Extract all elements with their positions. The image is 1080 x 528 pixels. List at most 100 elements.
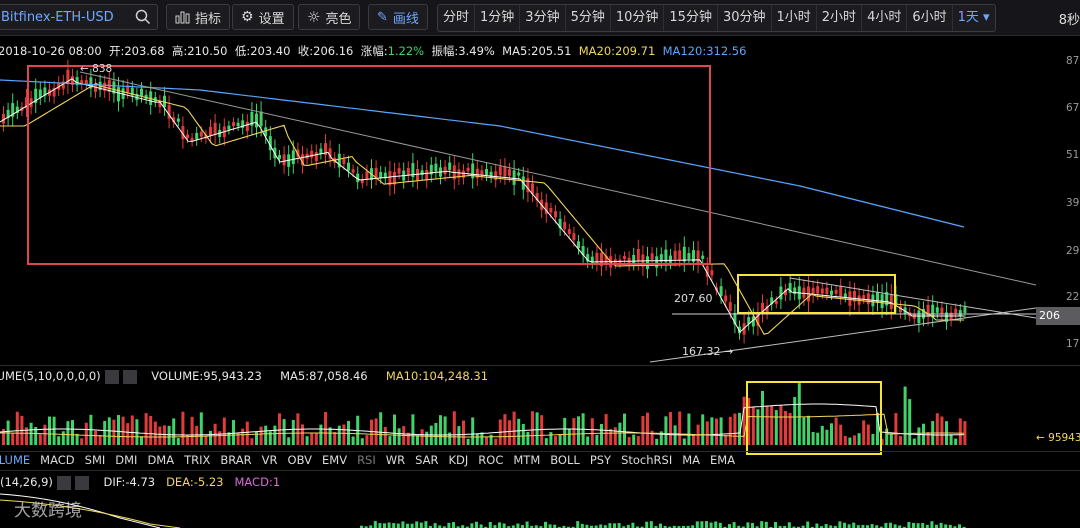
indicator-tab-emv[interactable]: EMV (322, 453, 348, 467)
macd-bar (944, 524, 948, 528)
macd-bar (613, 523, 616, 528)
macd-bar (958, 524, 961, 528)
indicator-tab-psy[interactable]: PSY (589, 453, 612, 467)
indicator-tab-rsi[interactable]: RSI (357, 453, 376, 467)
indicator-tab-smi[interactable]: SMI (84, 453, 106, 467)
indicator-tab-mtm[interactable]: MTM (513, 453, 541, 467)
candle-body (508, 169, 511, 176)
candle-body (636, 248, 640, 262)
macd-dif: DIF:-4.73 (103, 475, 156, 489)
indicator-tab-obv[interactable]: OBV (287, 453, 312, 467)
candle-body (774, 300, 778, 304)
indicator-tab-dma[interactable]: DMA (147, 453, 175, 467)
indicator-tab-wr[interactable]: WR (385, 453, 406, 467)
volume-bar (595, 434, 599, 445)
candle-body (89, 77, 93, 89)
macd-bar (912, 522, 915, 528)
volume-bar (627, 437, 631, 445)
macd-bar (741, 526, 745, 528)
indicator-tab-stochrsi[interactable]: StochRSI (621, 453, 673, 467)
volume-bar (15, 411, 19, 445)
draw-button[interactable]: ✎ 画线 (368, 4, 428, 30)
volume-bar (236, 432, 240, 445)
indicator-tab-sar[interactable]: SAR (415, 453, 439, 467)
candle-body (820, 288, 824, 294)
candle-body (590, 256, 594, 263)
candle-body (301, 154, 304, 166)
timeframe-7[interactable]: 1小时 (772, 5, 817, 31)
candle-body (347, 162, 350, 171)
timeframe-11[interactable]: 1天 ▾ (957, 10, 990, 25)
settings-icon[interactable] (56, 475, 71, 490)
theme-button[interactable]: ☼ 亮色 (298, 4, 361, 30)
volume-bar (811, 432, 815, 445)
search-icon[interactable] (135, 9, 151, 25)
timeframe-9[interactable]: 4小时 (862, 5, 908, 31)
volume-bar (650, 430, 654, 445)
macd-bar (755, 526, 759, 528)
timeframe-5[interactable]: 15分钟 (664, 5, 718, 31)
volume-bar (894, 413, 898, 445)
timeframe-3[interactable]: 5分钟 (566, 5, 611, 31)
settings-icon[interactable] (104, 369, 119, 384)
timeframe-1[interactable]: 1分钟 (475, 5, 521, 31)
macd-bar (488, 522, 492, 528)
indicator-tab-boll[interactable]: BOLL (550, 453, 580, 467)
macd-bar (856, 525, 860, 528)
indicator-tab-ema[interactable]: EMA (710, 453, 736, 467)
timeframe-4[interactable]: 10分钟 (611, 5, 665, 31)
candle-body (770, 297, 774, 305)
timeframe-10[interactable]: 6小时 (907, 5, 953, 31)
volume-bar (724, 435, 728, 445)
volume-bar (747, 397, 751, 445)
volume-bar (866, 424, 870, 445)
volume-bar (655, 438, 659, 445)
candle-body (669, 255, 672, 263)
macd-bar (410, 523, 414, 528)
candle-body (572, 233, 576, 241)
close-icon[interactable] (122, 369, 137, 384)
settings-button[interactable]: ⚙ 设置 (232, 4, 294, 30)
macd-bar (484, 526, 488, 528)
candle-body (728, 302, 732, 312)
volume-bar (600, 423, 603, 445)
indicator-tab-dmi[interactable]: DMI (115, 453, 138, 467)
indicator-tab-roc[interactable]: ROC (478, 453, 504, 467)
macd-bar (746, 522, 750, 528)
volume-bar (705, 421, 709, 445)
volume-bar (701, 414, 705, 445)
macd-bar (677, 526, 681, 528)
volume-bar (770, 405, 774, 445)
volume-bar (351, 436, 355, 445)
indicator-tab-vr[interactable]: VR (261, 453, 278, 467)
macd-bar (456, 526, 460, 528)
volume-bar (733, 413, 737, 445)
indicator-button[interactable]: 指标 (166, 4, 231, 30)
highlight-box-yellow (746, 381, 882, 455)
volume-bar (383, 426, 387, 445)
timeframe-2[interactable]: 3分钟 (520, 5, 566, 31)
macd-bar (507, 526, 511, 528)
symbol-selector[interactable]: Bitfinex-ETH-USD (0, 4, 158, 30)
candle-body (34, 88, 38, 104)
candle-body (29, 98, 33, 108)
indicator-tab-ma[interactable]: MA (682, 453, 701, 467)
timeframe-6[interactable]: 30分钟 (718, 5, 772, 31)
pane-divider (0, 365, 1080, 366)
indicator-tab-trix[interactable]: TRIX (184, 453, 211, 467)
candle-body (889, 294, 893, 309)
candle-body (825, 287, 829, 295)
volume-bar (337, 425, 341, 445)
indicator-tab-macd[interactable]: MACD (40, 453, 75, 467)
macd-bar (383, 523, 386, 528)
volume-bar (434, 422, 438, 445)
indicator-tab-brar[interactable]: BRAR (220, 453, 252, 467)
indicator-tab-volume[interactable]: VOLUME (0, 453, 31, 467)
timeframe-8[interactable]: 2小时 (817, 5, 863, 31)
candle-body (38, 89, 42, 98)
close-icon[interactable] (74, 475, 89, 490)
indicator-tab-kdj[interactable]: KDJ (448, 453, 469, 467)
candle-body (195, 133, 199, 140)
timeframe-0[interactable]: 分时 (438, 5, 476, 31)
